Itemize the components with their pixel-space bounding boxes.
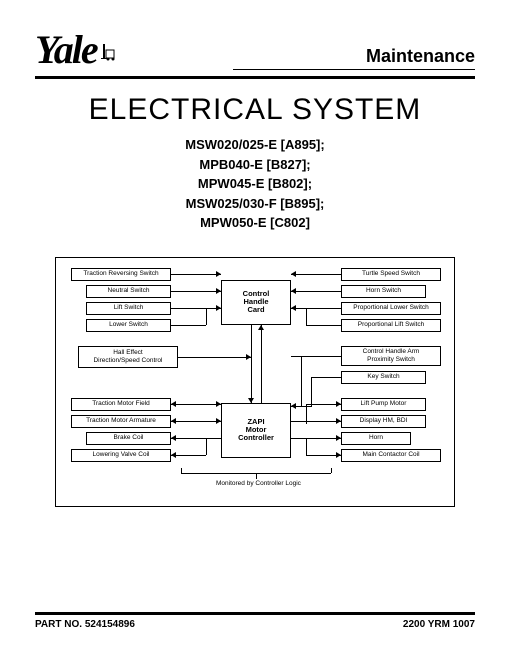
diagram-box: Proportional Lower Switch	[341, 302, 441, 315]
part-number: PART NO. 524154896	[35, 619, 135, 630]
model-line: MSW025/030-F [B895];	[35, 194, 475, 214]
block-diagram: Control Handle Card ZAPI Motor Controlle…	[55, 257, 455, 507]
diagram-box: Lift Switch	[86, 302, 171, 315]
diagram-box: Proportional Lift Switch	[341, 319, 441, 332]
diagram-box: Display HM, BDI	[341, 415, 426, 428]
brand-logo: Yale	[35, 30, 119, 70]
zapi-controller-box: ZAPI Motor Controller	[221, 403, 291, 458]
footer-rule	[35, 612, 475, 615]
diagram-box: Traction Reversing Switch	[71, 268, 171, 281]
diagram-box: Turtle Speed Switch	[341, 268, 441, 281]
diagram-box: Lower Switch	[86, 319, 171, 332]
diagram-box: Brake Coil	[86, 432, 171, 445]
diagram-box: Lift Pump Motor	[341, 398, 426, 411]
monitored-label: Monitored by Controller Logic	[216, 480, 301, 487]
header-rule	[35, 76, 475, 79]
diagram-box: Control Handle Arm Proximity Switch	[341, 346, 441, 366]
section-heading: Maintenance	[233, 46, 475, 70]
model-line: MPW050-E [C802]	[35, 213, 475, 233]
diagram-box: Horn	[341, 432, 411, 445]
model-line: MPB040-E [B827];	[35, 155, 475, 175]
page-title: ELECTRICAL SYSTEM	[35, 93, 475, 127]
diagram-box: Main Contactor Coil	[341, 449, 441, 462]
part-no-value: 524154896	[85, 619, 135, 630]
forklift-icon	[101, 42, 119, 66]
part-no-label: PART NO.	[35, 619, 82, 630]
diagram-box: Horn Switch	[341, 285, 426, 298]
diagram-box: Key Switch	[341, 371, 426, 384]
brand-text: Yale	[35, 30, 97, 70]
control-handle-card-box: Control Handle Card	[221, 280, 291, 325]
diagram-box: Traction Motor Field	[71, 398, 171, 411]
diagram-box: Neutral Switch	[86, 285, 171, 298]
doc-reference: 2200 YRM 1007	[403, 619, 475, 630]
diagram-box: Hall Effect Direction/Speed Control	[78, 346, 178, 368]
model-line: MSW020/025-E [A895];	[35, 135, 475, 155]
model-list: MSW020/025-E [A895]; MPB040-E [B827]; MP…	[35, 135, 475, 233]
diagram-box: Lowering Valve Coil	[71, 449, 171, 462]
page-footer: PART NO. 524154896 2200 YRM 1007	[35, 612, 475, 630]
diagram-box: Traction Motor Armature	[71, 415, 171, 428]
model-line: MPW045-E [B802];	[35, 174, 475, 194]
